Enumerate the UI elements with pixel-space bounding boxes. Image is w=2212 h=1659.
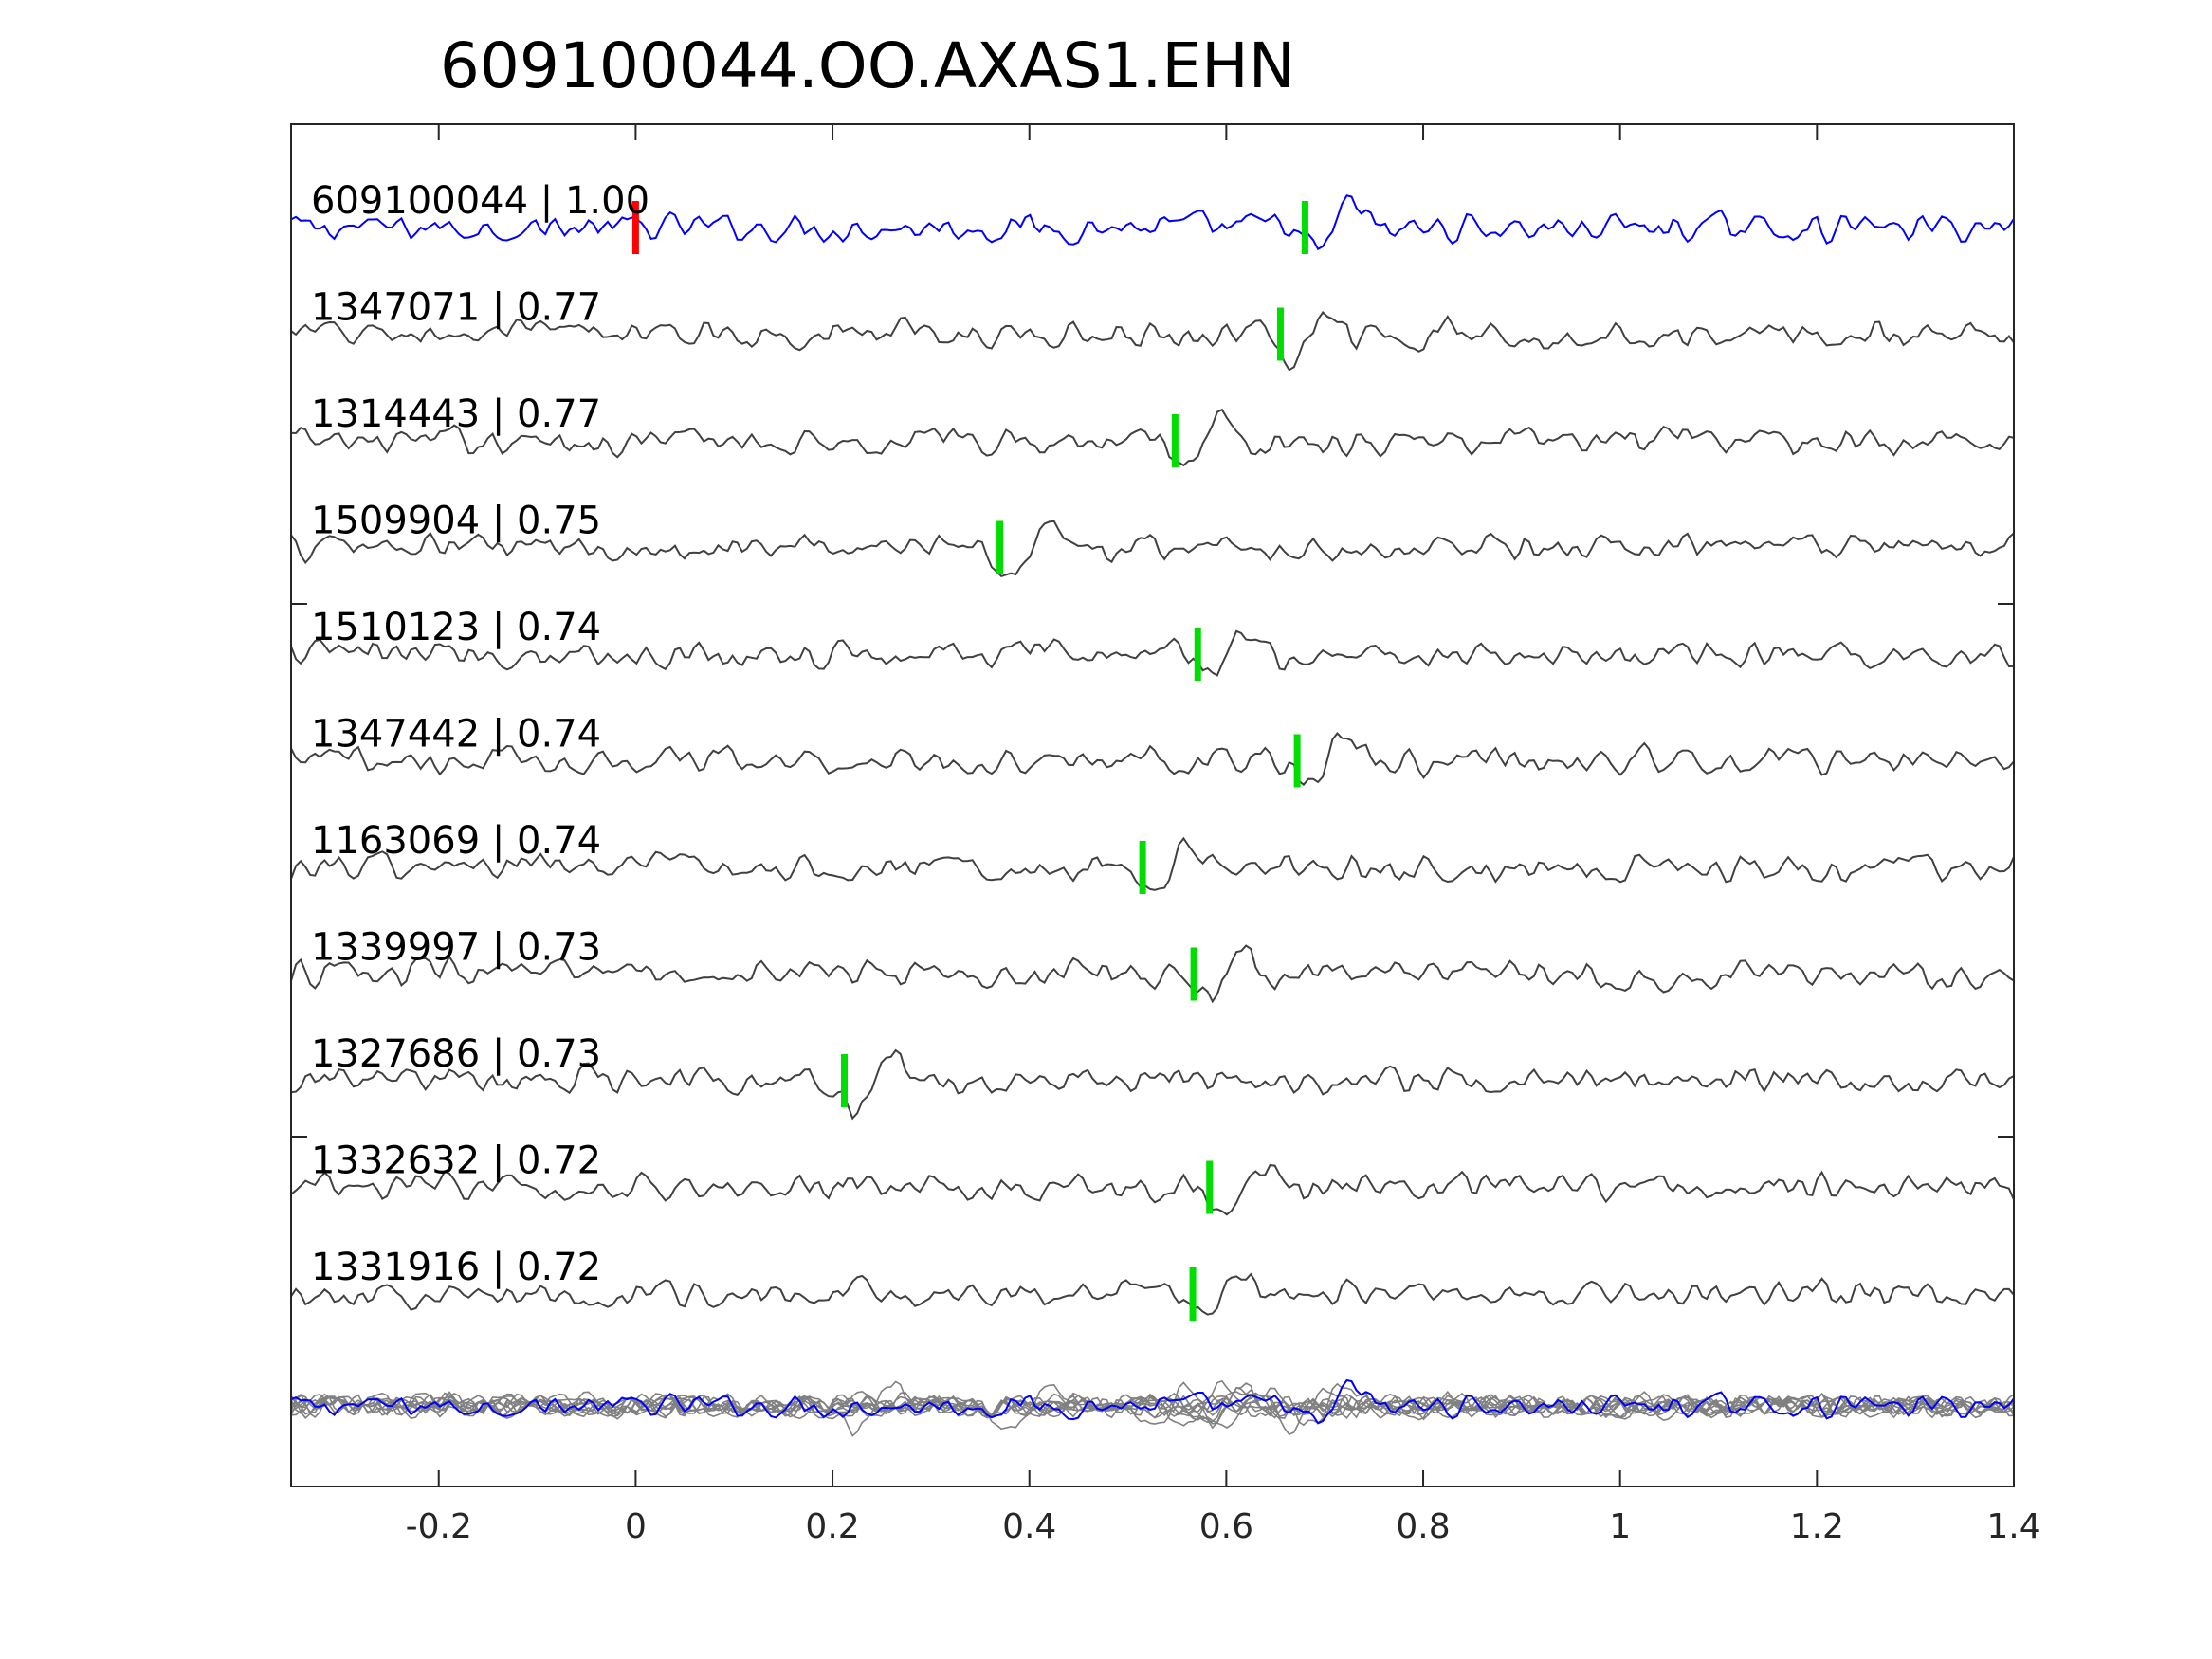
trace-4 — [290, 629, 2015, 677]
stack-overlay — [290, 1378, 2015, 1437]
x-tick-label-6: 1 — [1609, 1507, 1631, 1546]
stack-trace-5 — [290, 1382, 2015, 1427]
x-tick-label-3: 0.4 — [1002, 1507, 1056, 1546]
plot-frame — [290, 123, 2015, 1487]
trace-label-6: 1163069 | 0.74 — [311, 819, 601, 863]
trace-label-10: 1331916 | 0.72 — [311, 1246, 601, 1289]
trace-layer — [290, 194, 2015, 1316]
trace-7 — [290, 944, 2015, 1004]
trace-6 — [290, 836, 2015, 891]
trace-label-5: 1347442 | 0.74 — [311, 713, 601, 757]
trace-3 — [290, 520, 2015, 578]
trace-8 — [290, 1048, 2015, 1121]
x-tick-label-2: 0.2 — [805, 1507, 859, 1546]
pick-markers — [631, 201, 1308, 1321]
x-tick-label-1: 0 — [625, 1507, 647, 1546]
trace-label-7: 1339997 | 0.73 — [311, 926, 601, 970]
stack-trace-4 — [290, 1386, 2015, 1424]
trace-label-4: 1510123 | 0.74 — [311, 606, 601, 649]
x-tick-label-5: 0.8 — [1396, 1507, 1450, 1546]
trace-label-2: 1314443 | 0.77 — [311, 392, 601, 436]
trace-label-8: 1327686 | 0.73 — [311, 1032, 601, 1076]
stack-trace-6 — [290, 1381, 2015, 1425]
trace-2 — [290, 408, 2015, 467]
x-tick-label-4: 0.6 — [1199, 1507, 1253, 1546]
trace-label-9: 1332632 | 0.72 — [311, 1139, 601, 1183]
trace-9 — [290, 1164, 2015, 1216]
template-trace — [290, 194, 2015, 251]
trace-label-3: 1509904 | 0.75 — [311, 500, 601, 543]
trace-5 — [290, 731, 2015, 787]
x-axis: -0.2 0 0.2 0.4 0.6 0.8 1 1.2 1.4 — [291, 123, 2041, 1546]
stack-template-trace — [290, 1378, 2015, 1425]
x-tick-label-0: -0.2 — [406, 1507, 472, 1546]
x-tick-label-8: 1.4 — [1986, 1507, 2040, 1546]
x-tick-label-7: 1.2 — [1790, 1507, 1844, 1546]
chart-title: 609100044.OO.AXAS1.EHN — [440, 29, 1295, 102]
trace-10 — [290, 1272, 2015, 1316]
trace-labels: 609100044 | 1.00 1347071 | 0.77 1314443 | … — [311, 179, 649, 1289]
trace-label-0: 609100044 | 1.00 — [311, 179, 649, 223]
trace-label-1: 1347071 | 0.77 — [311, 286, 601, 330]
stack-trace-10 — [290, 1389, 2015, 1424]
trace-1 — [290, 310, 2015, 372]
